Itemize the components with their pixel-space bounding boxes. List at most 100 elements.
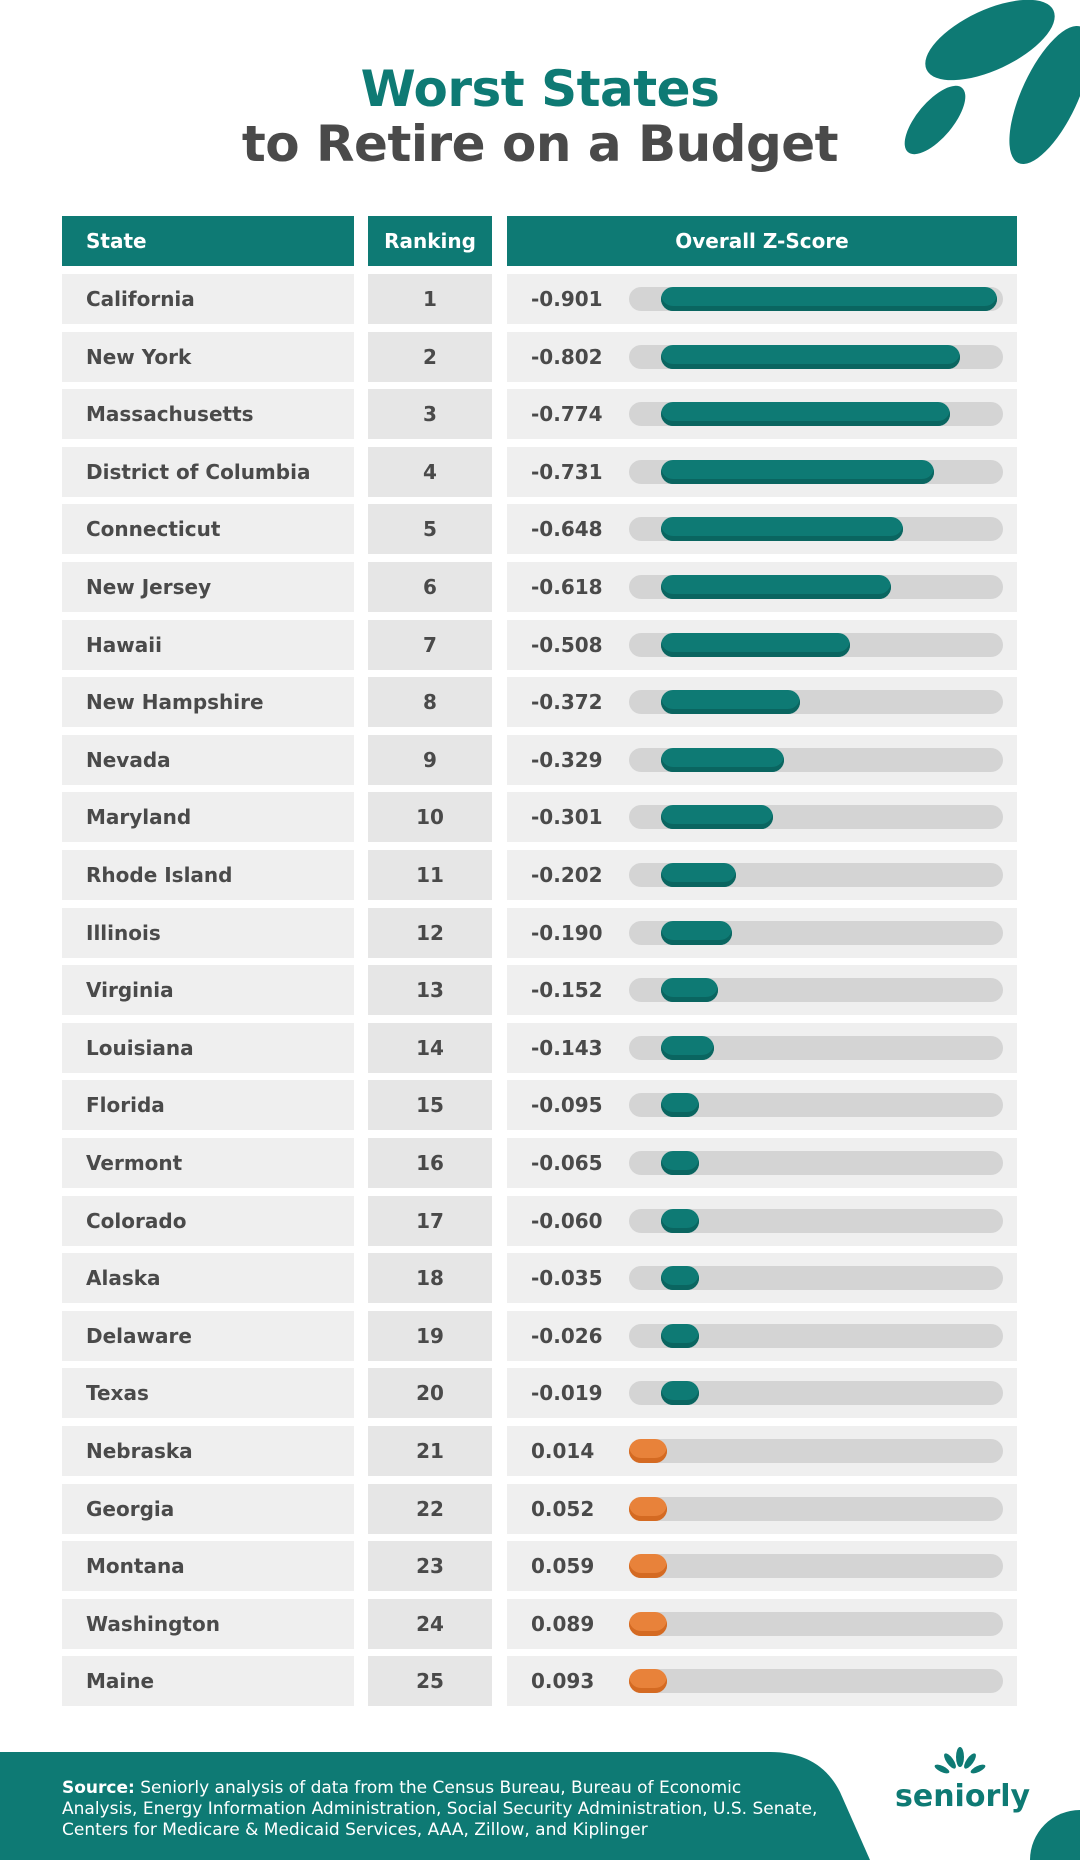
ranking-cell: 23 <box>368 1541 492 1592</box>
bar-track <box>629 1554 1003 1579</box>
corner-leaves-decoration <box>904 0 1080 164</box>
bar-track <box>629 1611 1003 1636</box>
state-cell: New Hampshire <box>62 677 354 728</box>
ranking-cell: 12 <box>368 907 492 958</box>
ranking-cell: 20 <box>368 1368 492 1419</box>
state-cell: Montana <box>62 1541 354 1592</box>
ranking-cell: 25 <box>368 1656 492 1707</box>
state-cell: Alaska <box>62 1253 354 1304</box>
ranking-cell: 9 <box>368 734 492 785</box>
score-value-label: 0.059 <box>531 1554 595 1579</box>
state-cell: Massachusetts <box>62 389 354 440</box>
state-cell: Colorado <box>62 1195 354 1246</box>
score-value-label: 0.052 <box>531 1496 595 1521</box>
score-bar <box>661 920 732 945</box>
title-line-2: to Retire on a Budget <box>241 115 839 173</box>
score-bar <box>661 1381 699 1406</box>
state-cell: Maryland <box>62 792 354 843</box>
score-bar <box>661 517 903 542</box>
ranking-cell: 7 <box>368 619 492 670</box>
ranking-cell: 22 <box>368 1483 492 1534</box>
score-value-label: -0.508 <box>531 632 603 657</box>
state-cell: Hawaii <box>62 619 354 670</box>
score-value-label: -0.901 <box>531 287 603 311</box>
score-bar <box>661 459 934 484</box>
score-bar <box>661 690 800 715</box>
score-cell: -0.152 <box>507 965 1017 1016</box>
state-cell: Vermont <box>62 1138 354 1188</box>
header-overall-z-score: Overall Z-Score <box>507 216 1017 266</box>
score-cell: -0.190 <box>507 907 1017 958</box>
score-bar <box>629 1496 667 1521</box>
score-value-label: -0.065 <box>531 1151 603 1175</box>
source-text: Seniorly analysis of data from the Censu… <box>62 1778 818 1840</box>
ranking-cell: 13 <box>368 965 492 1016</box>
ranking-cell: 6 <box>368 562 492 612</box>
score-value-label: -0.143 <box>531 1035 603 1060</box>
score-bar <box>661 632 851 657</box>
logo-text: seniorly <box>895 1779 1031 1814</box>
footer: Source: Seniorly analysis of data from t… <box>0 1752 1080 1860</box>
ranking-cell: 10 <box>368 792 492 843</box>
state-cell: Washington <box>62 1598 354 1649</box>
score-cell: -0.301 <box>507 792 1017 843</box>
bar-track <box>629 1669 1003 1694</box>
state-cell: Maine <box>62 1656 354 1707</box>
score-cell: -0.648 <box>507 504 1017 555</box>
state-cell: Rhode Island <box>62 850 354 900</box>
ranking-cell: 5 <box>368 504 492 555</box>
ranking-cell: 2 <box>368 331 492 382</box>
score-value-label: -0.026 <box>531 1323 603 1348</box>
score-cell: 0.093 <box>507 1656 1017 1707</box>
score-cell: -0.508 <box>507 619 1017 670</box>
bar-track <box>629 1439 1003 1463</box>
title-line-1: Worst States <box>360 60 720 118</box>
score-cell: -0.202 <box>507 850 1017 900</box>
score-value-label: -0.618 <box>531 575 603 599</box>
score-cell: -0.774 <box>507 389 1017 440</box>
score-bar <box>629 1439 667 1463</box>
score-cell: -0.026 <box>507 1310 1017 1361</box>
score-value-label: -0.035 <box>531 1266 603 1291</box>
score-cell: -0.731 <box>507 446 1017 497</box>
seniorly-flower-icon <box>934 1747 986 1774</box>
score-bar <box>661 747 784 772</box>
ranking-cell: 3 <box>368 389 492 440</box>
score-value-label: 0.089 <box>531 1611 595 1636</box>
score-value-label: -0.019 <box>531 1381 603 1406</box>
footer-background <box>0 1752 1080 1860</box>
ranking-cell: 14 <box>368 1022 492 1073</box>
score-value-label: 0.093 <box>531 1669 595 1694</box>
score-cell: -0.372 <box>507 677 1017 728</box>
seniorly-logo: seniorly <box>895 1745 1031 1815</box>
score-value-label: -0.202 <box>531 863 603 887</box>
state-cell: New York <box>62 331 354 382</box>
score-bar <box>661 1035 715 1060</box>
state-cell: Virginia <box>62 965 354 1016</box>
score-bar <box>629 1611 667 1636</box>
score-bar <box>661 978 718 1003</box>
score-bar <box>661 1266 699 1291</box>
score-value-label: -0.301 <box>531 805 603 830</box>
score-cell: -0.065 <box>507 1138 1017 1188</box>
source-note: Source: Seniorly analysis of data from t… <box>62 1778 822 1841</box>
score-cell: 0.059 <box>507 1541 1017 1592</box>
state-cell: Louisiana <box>62 1022 354 1073</box>
bar-track <box>629 1496 1003 1521</box>
header-state: State <box>62 216 354 266</box>
score-bar <box>661 575 892 599</box>
header-ranking: Ranking <box>368 216 492 266</box>
score-cell: -0.060 <box>507 1195 1017 1246</box>
score-bar <box>661 287 997 311</box>
ranking-table: California 1 -0.901 New York 2 -0.802 Massachu… <box>62 274 1017 1707</box>
state-cell: California <box>62 274 354 324</box>
score-value-label: -0.802 <box>531 344 603 369</box>
score-cell: 0.014 <box>507 1426 1017 1476</box>
state-cell: Florida <box>62 1080 354 1131</box>
score-cell: 0.052 <box>507 1483 1017 1534</box>
score-cell: -0.143 <box>507 1022 1017 1073</box>
score-cell: -0.329 <box>507 734 1017 785</box>
state-cell: Texas <box>62 1368 354 1419</box>
score-value-label: -0.648 <box>531 517 603 542</box>
ranking-cell: 24 <box>368 1598 492 1649</box>
